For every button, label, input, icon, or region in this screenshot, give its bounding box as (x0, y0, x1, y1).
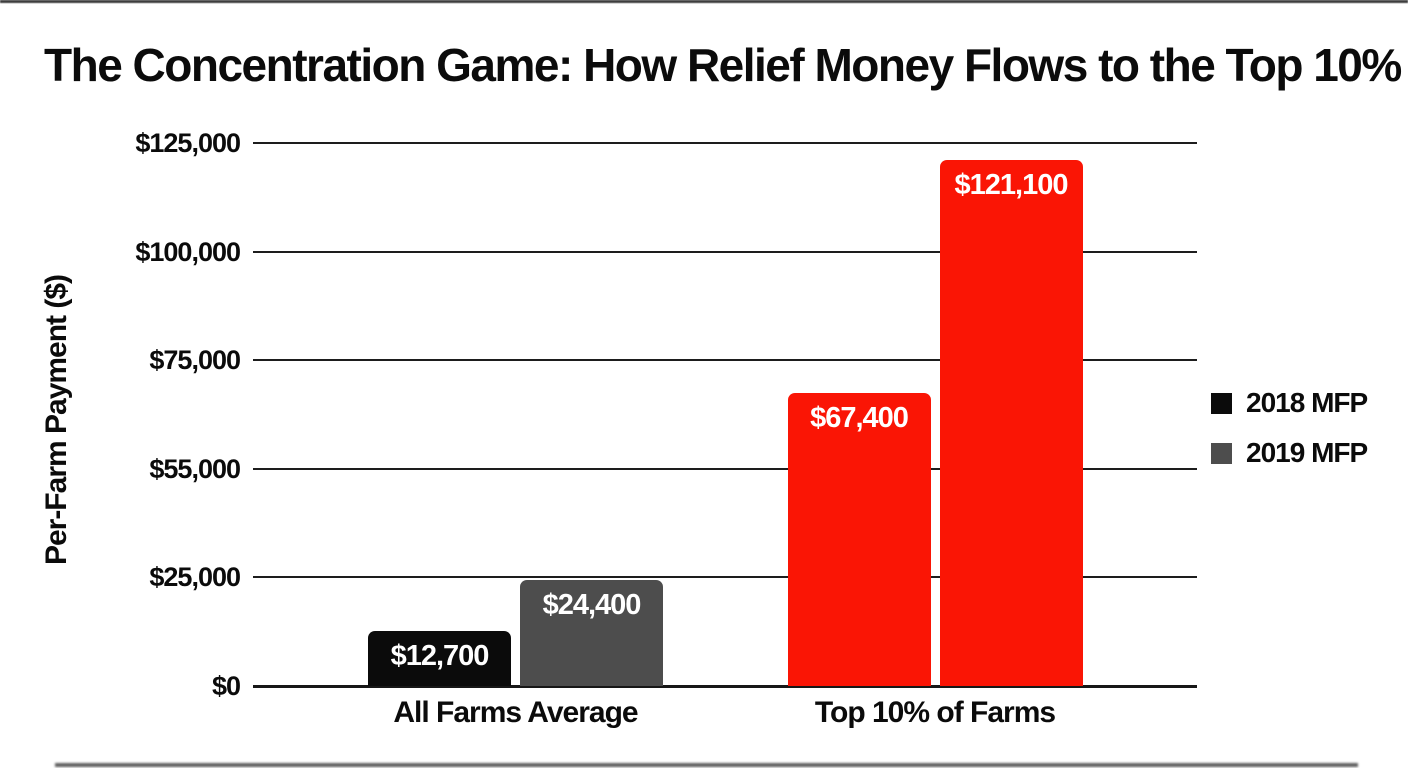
gridline (253, 142, 1197, 144)
bar-2018-mfp-all-farms-average: $12,700 (368, 630, 511, 686)
y-tick-label: $0 (211, 671, 241, 701)
legend: 2018 MFP 2019 MFP (1211, 387, 1368, 487)
bar-value-label: $67,400 (810, 402, 909, 435)
bar-value-label: $121,100 (954, 168, 1069, 201)
bar-2018-mfp-top-10-of-farms: $67,400 (787, 393, 931, 686)
bar-2019-mfp-top-10-of-farms: $121,100 (939, 159, 1083, 686)
category-label-top-10-of-farms: Top 10% of Farms (814, 696, 1056, 729)
y-tick-label: $75,000 (149, 345, 241, 376)
bar-2019-mfp-all-farms-average: $24,400 (520, 580, 663, 686)
legend-label: 2019 MFP (1246, 437, 1368, 468)
y-tick-label: $55,000 (149, 453, 241, 484)
y-tick-label: $25,000 (149, 562, 241, 593)
y-axis-title: Per-Farm Payment ($) (40, 274, 73, 566)
category-label-all-farms-average: All Farms Average (393, 696, 638, 729)
top-edge-line (0, 0, 1408, 3)
legend-swatch-icon (1211, 442, 1232, 464)
chart-title: The Concentration Game: How Relief Money… (44, 39, 1402, 91)
y-tick-label: $100,000 (135, 236, 241, 267)
legend-swatch-icon (1211, 392, 1232, 414)
gridline (253, 576, 1197, 579)
gridline (253, 250, 1197, 253)
bar-value-label: $12,700 (390, 639, 490, 672)
gridline (253, 467, 1197, 470)
legend-label: 2018 MFP (1246, 387, 1368, 418)
gridline (253, 359, 1197, 362)
x-axis-line (253, 684, 1197, 688)
y-tick-label: $125,000 (135, 128, 241, 158)
legend-item-2019-mfp: 2019 MFP (1211, 437, 1368, 469)
bottom-edge-line (55, 763, 1358, 767)
bar-value-label: $24,400 (542, 589, 642, 621)
legend-item-2018-mfp: 2018 MFP (1211, 387, 1368, 419)
